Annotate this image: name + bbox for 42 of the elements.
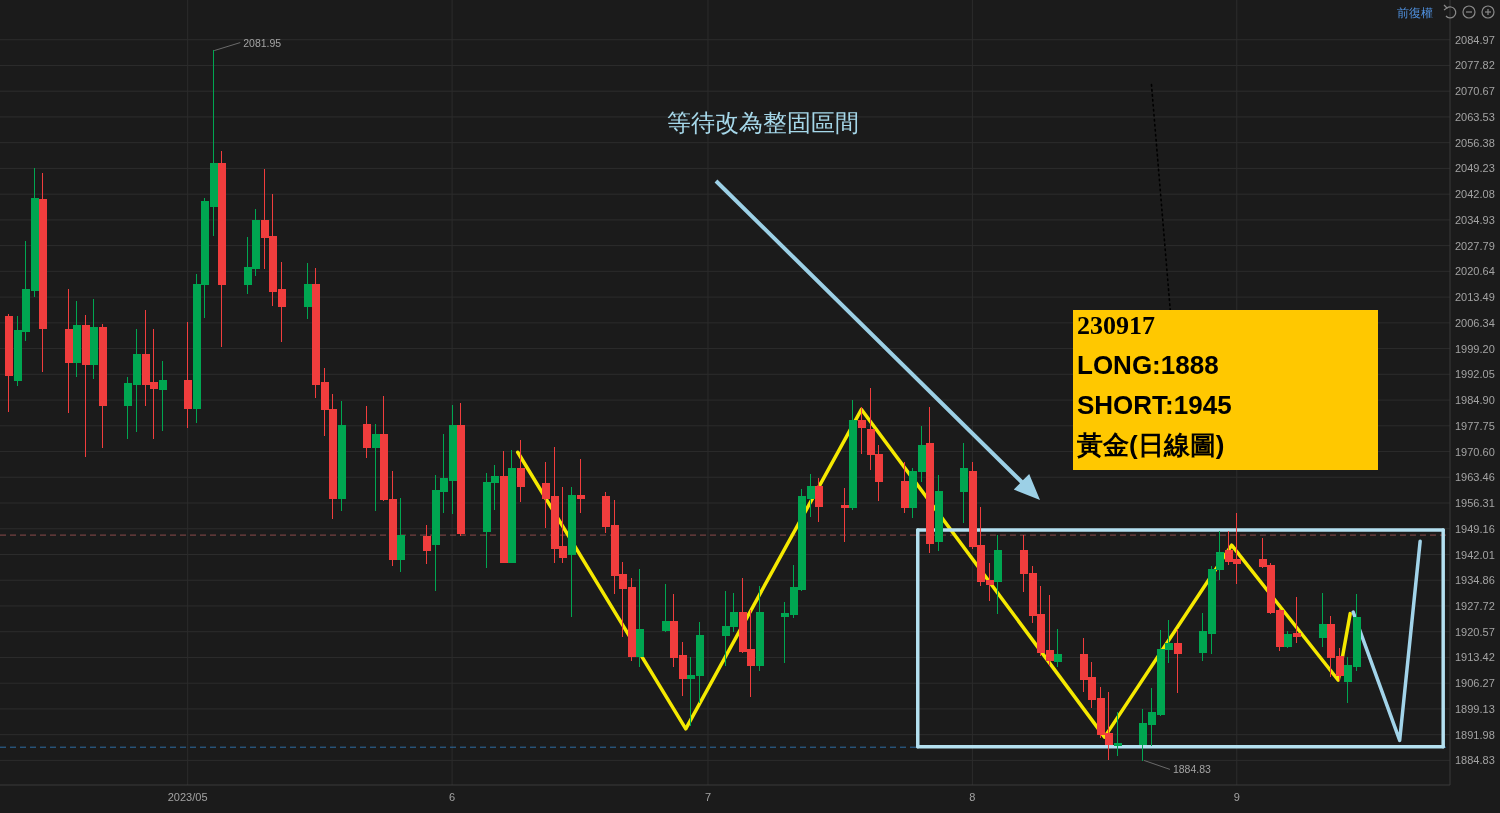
y-tick-label: 1956.31 bbox=[1455, 497, 1495, 509]
y-tick-label: 1913.42 bbox=[1455, 651, 1495, 664]
x-tick-label: 8 bbox=[969, 791, 976, 803]
y-tick-label: 2070.67 bbox=[1455, 85, 1495, 98]
y-tick-label: 2027.79 bbox=[1455, 239, 1495, 252]
note: SHORT:1945 bbox=[1077, 390, 1232, 420]
note: 2081.95 bbox=[243, 36, 282, 49]
y-tick-label: 1942.01 bbox=[1455, 548, 1495, 561]
y-tick-label: 1949.16 bbox=[1455, 522, 1495, 535]
y-tick-label: 2084.97 bbox=[1455, 33, 1495, 46]
note: 前復權 bbox=[1397, 6, 1433, 20]
y-tick-label: 1970.60 bbox=[1455, 445, 1495, 458]
y-tick-label: 1984.90 bbox=[1455, 394, 1495, 407]
y-tick-label: 2063.53 bbox=[1455, 110, 1495, 123]
y-tick-label: 1899.13 bbox=[1455, 702, 1495, 715]
x-tick-label: 7 bbox=[704, 791, 711, 803]
note: 230917 bbox=[1077, 311, 1155, 340]
x-tick-label: 6 bbox=[449, 791, 456, 803]
x-tick-label: 9 bbox=[1233, 791, 1240, 803]
y-tick-label: 1934.86 bbox=[1455, 574, 1495, 587]
note: 等待改為整固區間 bbox=[667, 108, 859, 136]
y-tick-label: 2049.23 bbox=[1455, 162, 1495, 175]
y-tick-label: 1999.20 bbox=[1455, 342, 1495, 355]
y-tick-label: 1963.46 bbox=[1455, 471, 1495, 484]
y-tick-label: 1927.72 bbox=[1455, 599, 1495, 612]
y-tick-label: 2042.08 bbox=[1455, 188, 1495, 201]
y-tick-label: 2020.64 bbox=[1455, 265, 1495, 278]
y-tick-label: 2034.93 bbox=[1455, 213, 1495, 226]
y-tick-label: 1920.57 bbox=[1455, 625, 1495, 638]
note: LONG:1888 bbox=[1077, 350, 1219, 380]
y-tick-label: 1884.83 bbox=[1455, 754, 1495, 767]
note: 黃金(日線圖) bbox=[1077, 430, 1225, 460]
note: 1884.83 bbox=[1172, 763, 1211, 776]
y-tick-label: 2006.34 bbox=[1455, 316, 1495, 329]
y-tick-label: 1906.27 bbox=[1455, 677, 1495, 690]
y-tick-label: 2077.82 bbox=[1455, 59, 1495, 72]
y-tick-label: 1992.05 bbox=[1455, 368, 1495, 381]
y-tick-label: 1977.75 bbox=[1455, 419, 1495, 432]
y-tick-label: 2013.49 bbox=[1455, 291, 1495, 304]
y-tick-label: 2056.38 bbox=[1455, 136, 1495, 149]
y-tick-label: 1891.98 bbox=[1455, 728, 1495, 741]
x-tick-label: 2023/05 bbox=[167, 791, 208, 803]
